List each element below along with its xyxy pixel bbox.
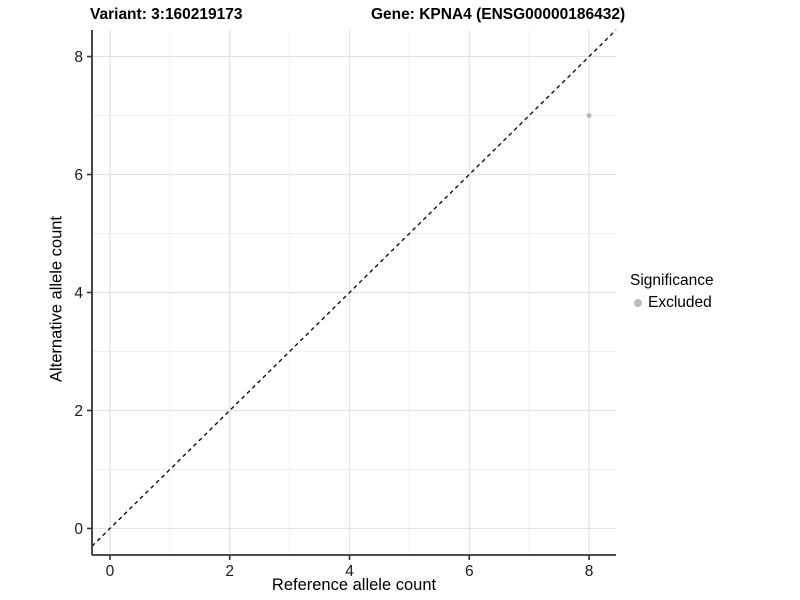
gene-title: Gene: KPNA4 (ENSG00000186432) xyxy=(371,6,626,23)
legend-item-label: Excluded xyxy=(648,294,712,311)
y-tick-label: 2 xyxy=(74,403,83,420)
x-axis-title: Reference allele count xyxy=(271,576,437,594)
y-axis-title: Alternative allele count xyxy=(47,215,66,383)
data-point xyxy=(586,112,592,119)
legend-items: Excluded xyxy=(630,293,714,313)
x-tick-label: 0 xyxy=(106,563,115,580)
variant-title: Variant: 3:160219173 xyxy=(90,6,243,23)
identity-dashed-line xyxy=(91,29,617,547)
legend-item: Excluded xyxy=(630,293,714,313)
y-tick-label: 8 xyxy=(74,49,83,66)
x-tick-label: 4 xyxy=(345,563,354,580)
y-tick-label: 0 xyxy=(74,521,83,538)
legend-point-icon xyxy=(634,299,642,307)
legend: Significance Excluded xyxy=(630,272,714,313)
x-tick-label: 2 xyxy=(225,563,234,580)
y-tick-label: 6 xyxy=(74,167,83,184)
x-tick-label: 6 xyxy=(465,563,474,580)
x-tick-label: 8 xyxy=(585,563,594,580)
legend-title: Significance xyxy=(630,272,714,289)
y-tick-label: 4 xyxy=(74,285,83,302)
